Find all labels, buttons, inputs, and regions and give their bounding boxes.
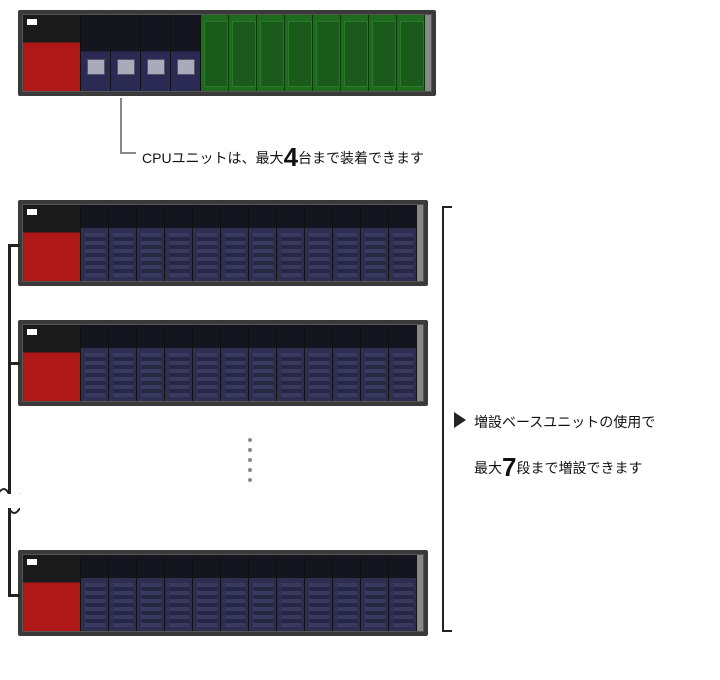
empty-module <box>257 15 285 91</box>
ext-text-suffix: 段まで増設できます <box>516 460 642 476</box>
io-module <box>109 325 137 401</box>
power-module <box>23 205 81 281</box>
io-module <box>333 205 361 281</box>
empty-module <box>285 15 313 91</box>
empty-module <box>201 15 229 91</box>
io-module <box>305 205 333 281</box>
io-module <box>389 325 417 401</box>
io-module <box>165 205 193 281</box>
cpu-module <box>111 15 141 91</box>
extension-callout-line2: 最大7段まで増設できます <box>474 452 642 483</box>
io-module <box>193 555 221 631</box>
callout-line-horizontal <box>120 152 136 154</box>
power-module <box>23 325 81 401</box>
io-module <box>81 555 109 631</box>
extension-base-unit-1 <box>18 200 428 286</box>
io-module <box>305 555 333 631</box>
empty-module <box>397 15 425 91</box>
io-module <box>193 205 221 281</box>
io-module <box>81 205 109 281</box>
io-module <box>109 205 137 281</box>
io-module <box>333 555 361 631</box>
io-module <box>389 555 417 631</box>
extension-cable-connector-2 <box>8 362 20 365</box>
cpu-module <box>81 15 111 91</box>
cpu-text-prefix: CPUユニットは、最大 <box>142 150 284 166</box>
io-module <box>361 205 389 281</box>
extension-callout-line1: 増設ベースユニットの使用で <box>474 412 655 432</box>
empty-module <box>341 15 369 91</box>
io-module <box>221 325 249 401</box>
io-module <box>305 325 333 401</box>
callout-line-vertical <box>120 98 122 152</box>
extension-range-bracket <box>442 206 452 632</box>
cpu-text-suffix: 台まで装着できます <box>298 150 424 166</box>
io-module <box>277 555 305 631</box>
cable-break-symbol <box>0 484 20 518</box>
io-module <box>389 205 417 281</box>
io-module <box>277 205 305 281</box>
io-module <box>249 205 277 281</box>
io-module <box>221 555 249 631</box>
io-module <box>137 555 165 631</box>
io-module <box>137 325 165 401</box>
extension-base-unit-2 <box>18 320 428 406</box>
extension-cable-connector-1 <box>8 244 20 247</box>
cpu-big-number: 4 <box>284 142 298 172</box>
io-module <box>193 325 221 401</box>
io-module <box>137 205 165 281</box>
extension-base-unit-last <box>18 550 428 636</box>
io-module <box>221 205 249 281</box>
io-module <box>165 555 193 631</box>
main-base-unit <box>18 10 436 96</box>
ext-big-number: 7 <box>502 452 516 482</box>
extension-cable-vertical <box>8 244 11 596</box>
io-module <box>81 325 109 401</box>
extension-cable-connector-3 <box>8 594 20 597</box>
ellipsis-dots <box>248 438 252 482</box>
empty-module <box>369 15 397 91</box>
empty-module <box>229 15 257 91</box>
power-module <box>23 15 81 91</box>
io-module <box>361 325 389 401</box>
power-module <box>23 555 81 631</box>
io-module <box>333 325 361 401</box>
empty-module <box>313 15 341 91</box>
ext-text-prefix: 最大 <box>474 460 502 476</box>
io-module <box>361 555 389 631</box>
io-module <box>277 325 305 401</box>
io-module <box>249 555 277 631</box>
cpu-module <box>141 15 171 91</box>
io-module <box>109 555 137 631</box>
io-module <box>249 325 277 401</box>
cpu-module <box>171 15 201 91</box>
io-module <box>165 325 193 401</box>
cpu-callout-text: CPUユニットは、最大4台まで装着できます <box>142 142 424 173</box>
extension-arrow-icon <box>454 412 466 428</box>
